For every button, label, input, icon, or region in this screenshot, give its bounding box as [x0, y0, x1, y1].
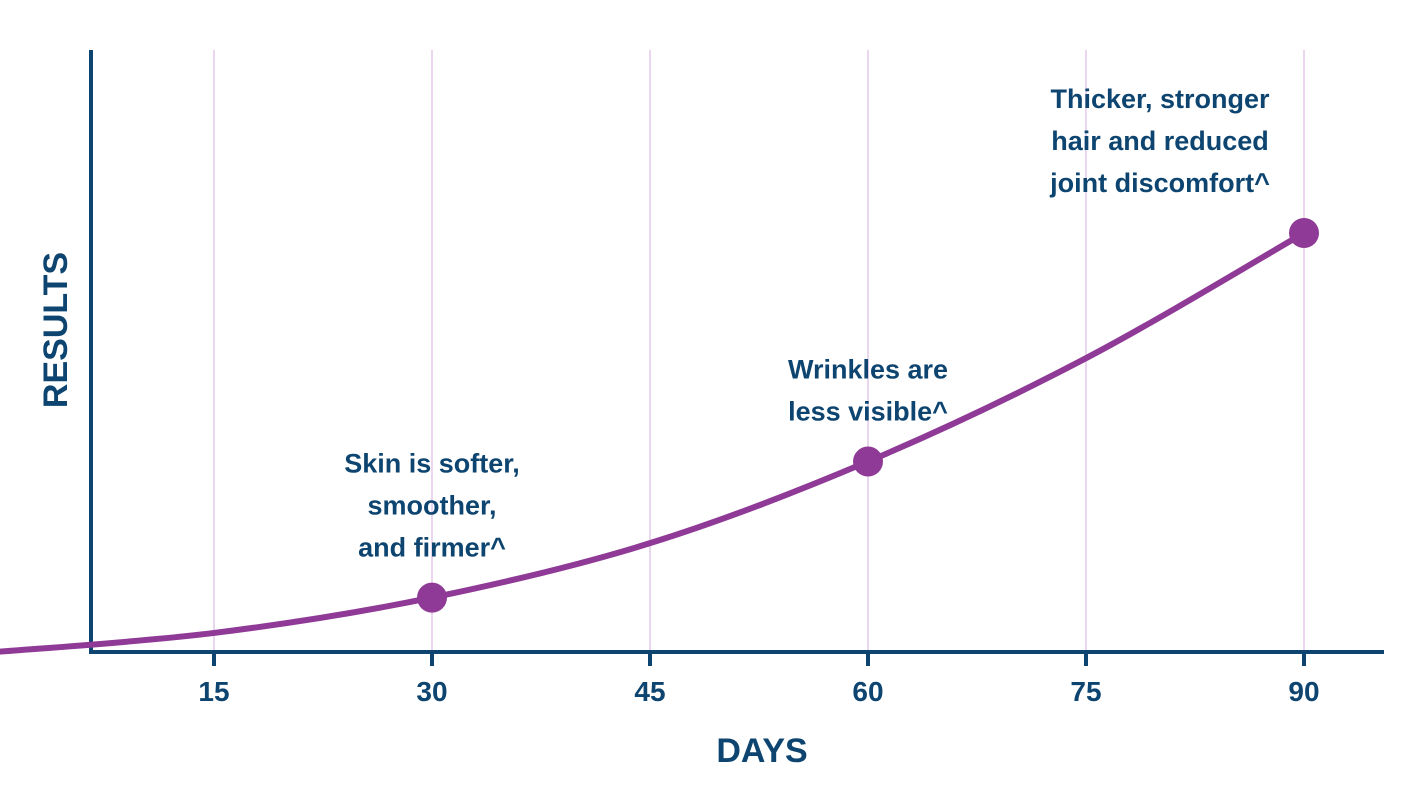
x-tick-label: 60: [852, 676, 883, 707]
y-axis-title: RESULTS: [37, 252, 75, 408]
tick-layer: 15 30 45 60 75 90: [198, 652, 1320, 707]
milestone-annotation-line: hair and reduced: [1051, 126, 1269, 156]
milestone-annotation-line: Skin is softer,: [344, 449, 520, 479]
x-tick-label: 75: [1070, 676, 1101, 707]
milestone-point: [417, 582, 447, 613]
milestone-annotation-line: joint discomfort^: [1049, 168, 1270, 198]
milestone-annotation-line: and firmer^: [358, 533, 506, 563]
milestone-annotation-line: less visible^: [788, 397, 948, 427]
x-tick-label: 90: [1288, 676, 1319, 707]
axis-layer: [89, 50, 1384, 654]
results-curve: [0, 230, 1307, 655]
milestone-annotation-line: Wrinkles are: [788, 355, 948, 385]
x-tick-label: 15: [198, 676, 229, 707]
grid-layer: [213, 50, 1305, 652]
x-axis-title: DAYS: [716, 732, 807, 770]
x-tick-label: 45: [634, 676, 665, 707]
series-layer: [0, 230, 1307, 655]
annotation-layer: Skin is softer, smoother, and firmer^ Wrink…: [344, 84, 1270, 563]
milestone-annotation-line: smoother,: [367, 491, 496, 521]
milestone-point: [1289, 218, 1319, 248]
milestone-annotation-line: Thicker, stronger: [1050, 84, 1270, 114]
milestone-point: [853, 446, 883, 477]
x-tick-label: 30: [416, 676, 447, 707]
point-layer: [417, 218, 1319, 613]
